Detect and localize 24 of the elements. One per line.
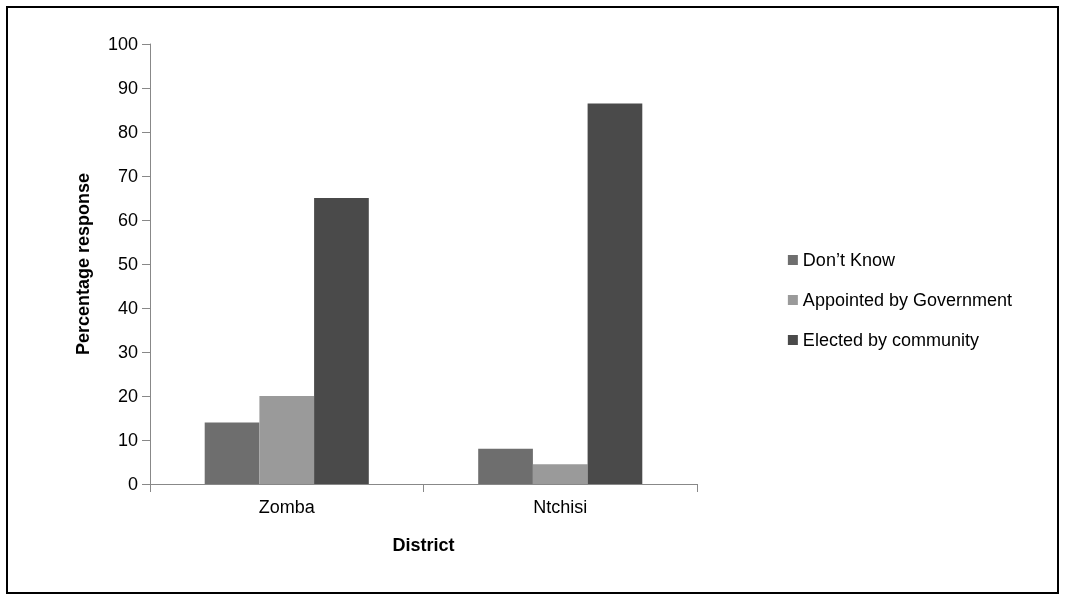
y-tick-label: 10 xyxy=(117,430,138,450)
y-tick-label: 90 xyxy=(117,78,138,98)
x-axis-title: District xyxy=(392,535,455,555)
y-tick-label: 40 xyxy=(117,298,138,318)
y-axis-title: Percentage response xyxy=(73,172,93,356)
x-tick-label: Ntchisi xyxy=(533,497,588,517)
legend-label: Appointed by Government xyxy=(802,290,1013,310)
bar xyxy=(204,422,260,484)
y-tick-label: 0 xyxy=(127,474,138,494)
x-tick-label: Zomba xyxy=(258,497,316,517)
y-tick-label: 60 xyxy=(117,210,138,230)
bar xyxy=(314,198,369,484)
bar xyxy=(587,103,643,484)
y-tick-label: 20 xyxy=(117,386,138,406)
legend-label: Don’t Know xyxy=(802,250,896,270)
y-tick-label: 30 xyxy=(117,342,138,362)
bar xyxy=(532,464,588,484)
y-tick-label: 80 xyxy=(117,122,138,142)
y-tick-label: 70 xyxy=(117,166,138,186)
y-tick-label: 50 xyxy=(117,254,138,274)
y-tick-label: 100 xyxy=(107,34,138,54)
legend-label: Elected by community xyxy=(802,330,979,350)
bar xyxy=(478,448,533,484)
bar xyxy=(259,396,315,484)
